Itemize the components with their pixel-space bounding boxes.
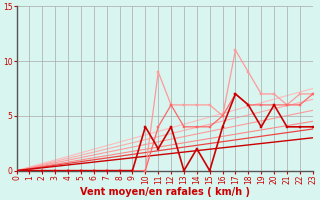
X-axis label: Vent moyen/en rafales ( km/h ): Vent moyen/en rafales ( km/h ) — [80, 187, 250, 197]
